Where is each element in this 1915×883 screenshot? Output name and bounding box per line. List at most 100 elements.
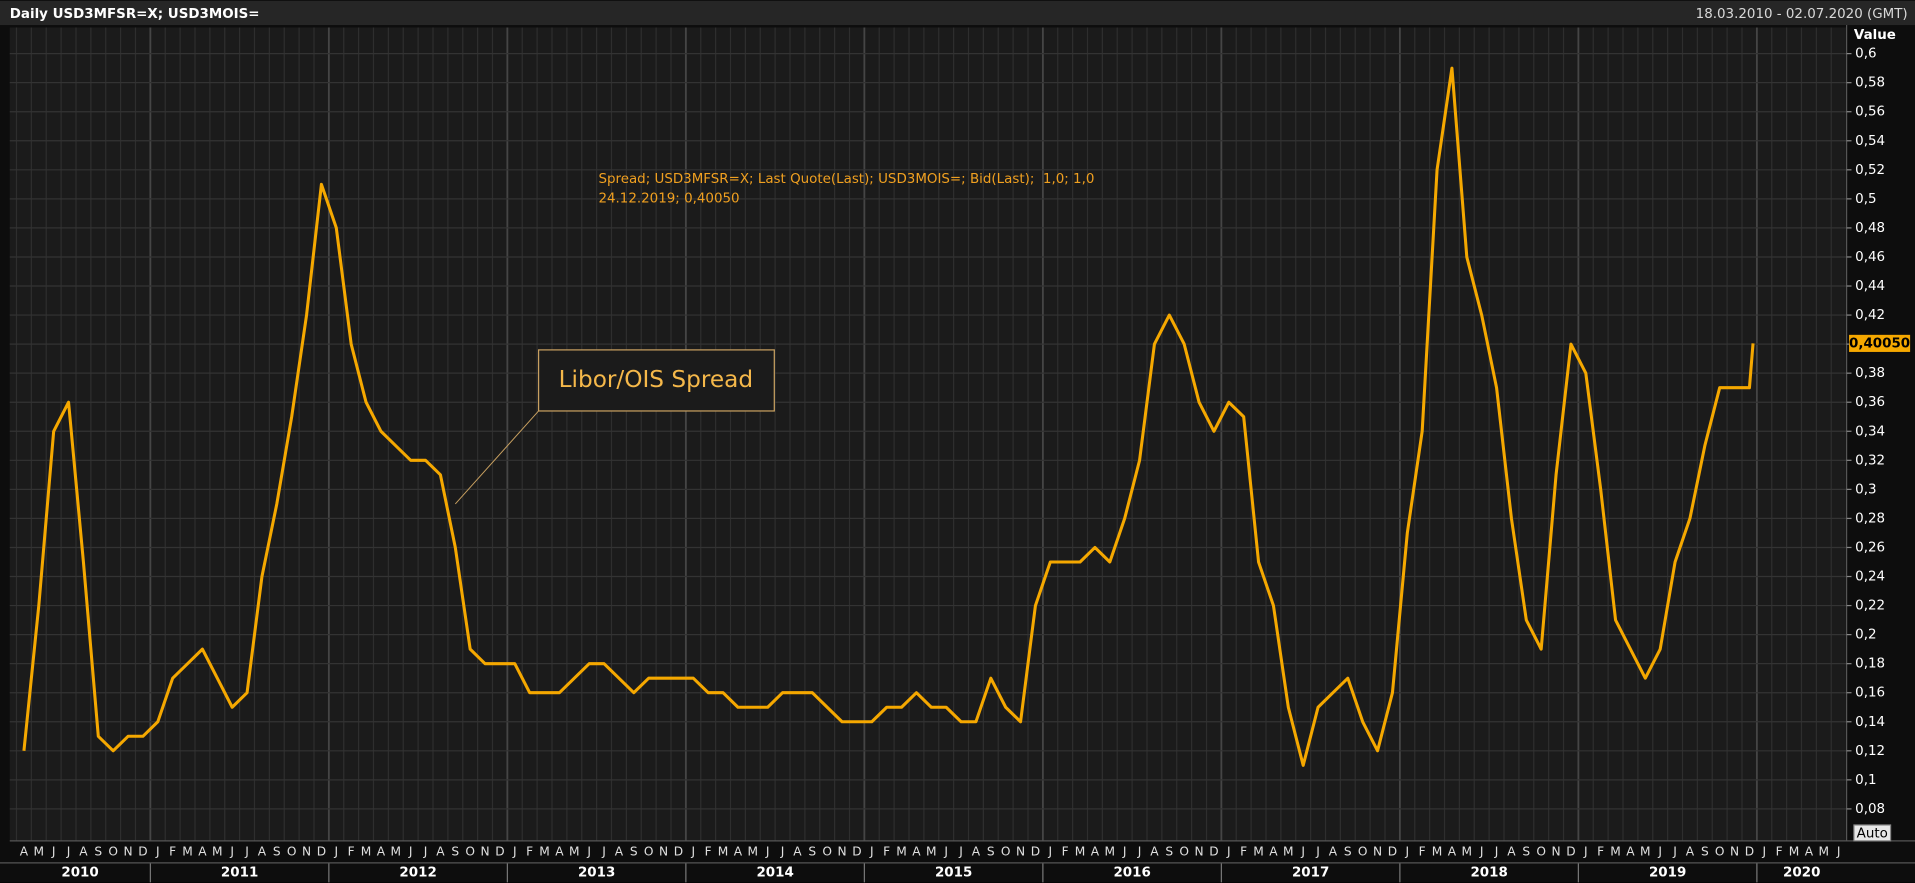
- x-tick-label: M: [926, 844, 937, 858]
- x-tick-label: M: [34, 844, 45, 858]
- y-tick-label: 0,5: [1855, 192, 1876, 207]
- y-tick-label: 0,56: [1855, 105, 1885, 120]
- x-tick-label: O: [1001, 844, 1011, 858]
- y-tick-label: 0,3: [1855, 482, 1876, 497]
- x-tick-label: J: [869, 844, 874, 858]
- y-tick-label: 0,1: [1855, 773, 1876, 788]
- x-tick-label: J: [601, 844, 606, 858]
- y-tick-label: 0,24: [1855, 570, 1885, 585]
- x-tick-label: A: [377, 844, 386, 858]
- callout-leader: [454, 410, 539, 505]
- x-tick-label: S: [1344, 844, 1352, 858]
- x-tick-label: S: [630, 844, 638, 858]
- x-tick-label: J: [244, 844, 249, 858]
- x-tick-label: F: [1240, 844, 1247, 858]
- y-tick-label: 0,58: [1855, 76, 1885, 91]
- x-tick-label: M: [391, 844, 402, 858]
- year-label: 2010: [61, 866, 98, 881]
- chart-title: Daily USD3MFSR=X; USD3MOIS=: [10, 7, 260, 22]
- x-tick-label: J: [423, 844, 428, 858]
- x-tick-label: S: [987, 844, 995, 858]
- x-tick-label: J: [1836, 844, 1841, 858]
- x-tick-label: D: [495, 844, 504, 858]
- year-label: 2013: [578, 866, 615, 881]
- x-tick-label: D: [674, 844, 683, 858]
- x-tick-label: O: [1536, 844, 1546, 858]
- x-tick-label: J: [1300, 844, 1305, 858]
- x-tick-label: A: [436, 844, 445, 858]
- year-label: 2017: [1292, 866, 1329, 881]
- x-tick-label: A: [615, 844, 624, 858]
- y-tick-label: 0,48: [1855, 221, 1885, 236]
- x-tick-label: D: [1566, 844, 1575, 858]
- x-tick-label: A: [258, 844, 267, 858]
- x-tick-label: A: [1150, 844, 1159, 858]
- x-tick-label: O: [644, 844, 654, 858]
- y-tick-label: 0,14: [1855, 715, 1885, 730]
- x-tick-label: F: [1062, 844, 1069, 858]
- y-axis-label: Value: [1854, 28, 1896, 43]
- year-label: 2018: [1470, 866, 1507, 881]
- x-tick-label: N: [1016, 844, 1025, 858]
- x-tick-label: F: [348, 844, 355, 858]
- auto-button[interactable]: Auto: [1853, 824, 1892, 842]
- x-tick-label: M: [896, 844, 907, 858]
- x-tick-label: A: [1507, 844, 1516, 858]
- x-tick-label: O: [1179, 844, 1189, 858]
- year-label: 2015: [935, 866, 972, 881]
- x-tick-label: D: [1745, 844, 1754, 858]
- x-tick-label: S: [1165, 844, 1173, 858]
- series-line: [22, 66, 1755, 767]
- grid: [9, 27, 1847, 841]
- last-point-annotation: 24.12.2019; 0,40050: [598, 191, 739, 206]
- x-tick-label: M: [539, 844, 550, 858]
- x-tick-label: A: [1269, 844, 1278, 858]
- x-tick-label: D: [1209, 844, 1218, 858]
- x-tick-label: S: [1701, 844, 1709, 858]
- y-tick-label: 0,18: [1855, 657, 1885, 672]
- x-tick-label: O: [465, 844, 475, 858]
- x-tick-label: O: [1358, 844, 1368, 858]
- year-label: 2012: [399, 866, 436, 881]
- year-label: 2011: [221, 866, 258, 881]
- last-value-label: 0,40050: [1849, 336, 1910, 351]
- header-bar: [0, 0, 1915, 26]
- x-tick-label: M: [1432, 844, 1443, 858]
- year-label: 2020: [1783, 866, 1820, 881]
- x-tick-label: J: [691, 844, 696, 858]
- x-tick-label: D: [138, 844, 147, 858]
- x-tick-label: M: [1610, 844, 1621, 858]
- auto-button-box[interactable]: [1853, 824, 1892, 842]
- y-tick-label: 0,34: [1855, 424, 1885, 439]
- x-tick-label: J: [1122, 844, 1127, 858]
- x-tick-label: J: [586, 844, 591, 858]
- x-tick-label: A: [555, 844, 564, 858]
- x-tick-label: A: [912, 844, 921, 858]
- callout-box: [537, 349, 775, 412]
- x-tick-label: J: [1657, 844, 1662, 858]
- y-tick-label: 0,46: [1855, 250, 1885, 265]
- x-tick-label: A: [1329, 844, 1338, 858]
- x-tick-label: N: [1373, 844, 1382, 858]
- x-tick-label: N: [1730, 844, 1739, 858]
- x-tick-label: M: [182, 844, 193, 858]
- x-tick-label: D: [1031, 844, 1040, 858]
- x-tick-label: J: [1137, 844, 1142, 858]
- x-tick-label: N: [1551, 844, 1560, 858]
- y-tick-label: 0,26: [1855, 540, 1885, 555]
- y-tick-label: 0,12: [1855, 744, 1885, 759]
- callout-text: Libor/OIS Spread: [559, 366, 753, 393]
- x-tick-label: J: [408, 844, 413, 858]
- x-tick-label: S: [1522, 844, 1530, 858]
- x-tick-label: M: [212, 844, 223, 858]
- x-tick-label: A: [1448, 844, 1457, 858]
- auto-button-label[interactable]: Auto: [1857, 827, 1888, 842]
- x-tick-label: A: [793, 844, 802, 858]
- x-tick-label: M: [1789, 844, 1800, 858]
- x-tick-label: J: [1479, 844, 1484, 858]
- year-label: 2014: [756, 866, 793, 881]
- y-tick-label: 0,54: [1855, 134, 1885, 149]
- y-tick-label: 0,28: [1855, 511, 1885, 526]
- x-tick-label: M: [361, 844, 372, 858]
